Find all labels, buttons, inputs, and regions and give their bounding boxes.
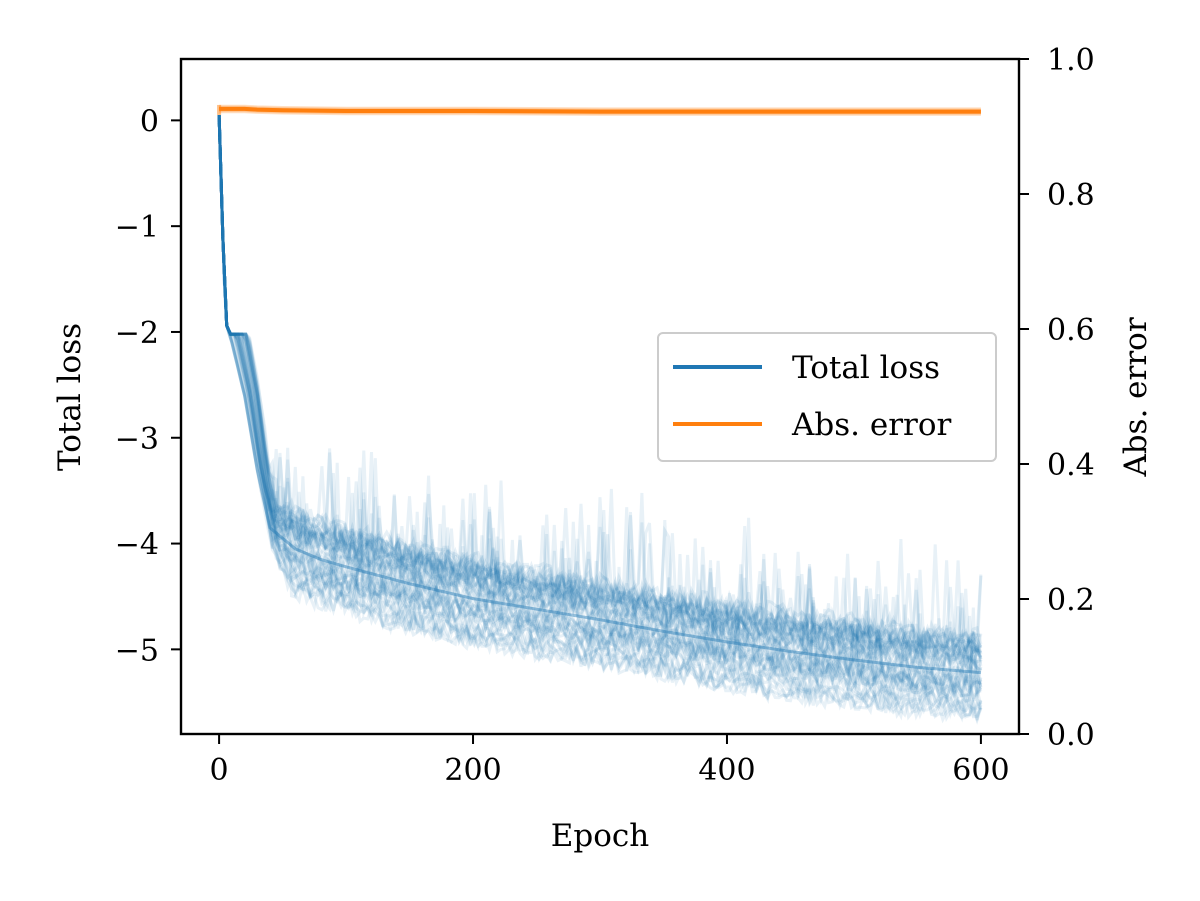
x-axis-label: Epoch bbox=[551, 818, 649, 854]
abs-error-line bbox=[219, 106, 981, 114]
loss-run-line bbox=[217, 115, 983, 719]
right-y-tick-label: 0.0 bbox=[1047, 718, 1095, 753]
loss-run-line bbox=[217, 115, 983, 658]
loss-run-line bbox=[217, 115, 983, 653]
axes bbox=[179, 57, 1021, 736]
total-loss-line bbox=[217, 115, 982, 675]
left-y-tick-label: −5 bbox=[115, 633, 159, 668]
x-tick-label: 600 bbox=[952, 753, 1009, 788]
right-y-tick-label: 0.2 bbox=[1047, 583, 1095, 618]
loss-run-line bbox=[217, 115, 983, 691]
x-tick-label: 200 bbox=[444, 753, 501, 788]
right-y-tick-label: 0.4 bbox=[1047, 448, 1095, 483]
x-tick-label: 0 bbox=[210, 753, 229, 788]
loss-run-line bbox=[217, 115, 982, 669]
loss-run-line bbox=[217, 115, 983, 700]
left-y-axis: 0 −1 −2 −3 −4 −5 bbox=[115, 104, 181, 668]
loss-run-line bbox=[217, 115, 983, 685]
loss-run-line bbox=[217, 115, 983, 659]
right-y-axis: 0.0 0.2 0.4 0.6 0.8 1.0 bbox=[1019, 43, 1095, 753]
plot-area bbox=[217, 104, 983, 725]
right-y-tick-label: 0.6 bbox=[1047, 313, 1095, 348]
loss-run-line bbox=[217, 115, 982, 699]
loss-run-line bbox=[217, 115, 982, 691]
loss-run-line bbox=[217, 115, 982, 656]
left-y-tick-label: −2 bbox=[115, 316, 159, 351]
loss-run-line bbox=[217, 115, 983, 725]
loss-run-line bbox=[217, 115, 982, 678]
x-tick-label: 400 bbox=[698, 753, 755, 788]
loss-run-line bbox=[217, 115, 983, 724]
loss-run-line bbox=[217, 115, 983, 654]
legend: Total loss Abs. error bbox=[657, 332, 997, 462]
loss-run-line bbox=[217, 115, 983, 666]
loss-run-line bbox=[217, 115, 983, 713]
legend-label-total-loss: Total loss bbox=[792, 350, 940, 386]
loss-run-line bbox=[217, 115, 983, 675]
loss-run-line bbox=[217, 115, 983, 703]
loss-run-line bbox=[217, 115, 983, 720]
loss-run-line bbox=[217, 115, 982, 676]
left-y-tick-label: 0 bbox=[140, 104, 159, 139]
loss-run-line bbox=[217, 115, 983, 695]
abs-error-run-line bbox=[219, 110, 981, 116]
loss-run-line bbox=[217, 115, 983, 669]
loss-run-line bbox=[217, 115, 983, 697]
loss-run-line bbox=[217, 115, 983, 702]
loss-run-line bbox=[217, 115, 983, 702]
right-y-tick-label: 0.8 bbox=[1047, 178, 1095, 213]
loss-run-line bbox=[217, 115, 982, 657]
loss-run-line bbox=[217, 115, 983, 664]
loss-run-line bbox=[217, 115, 983, 715]
loss-run-line bbox=[217, 115, 983, 700]
loss-run-line bbox=[217, 115, 983, 695]
loss-run-line bbox=[217, 115, 983, 667]
left-y-axis-label: Total loss bbox=[52, 323, 88, 471]
loss-run-line bbox=[217, 115, 983, 720]
loss-run-line bbox=[217, 115, 983, 650]
loss-run-line bbox=[217, 115, 983, 669]
loss-run-line bbox=[217, 115, 983, 660]
loss-run-line bbox=[217, 115, 983, 653]
loss-run-line bbox=[217, 115, 983, 674]
loss-run-line bbox=[217, 115, 982, 707]
loss-run-line bbox=[217, 115, 983, 662]
left-y-tick-label: −4 bbox=[115, 528, 159, 563]
x-axis: 0 200 400 600 bbox=[210, 734, 1010, 788]
right-y-axis-label: Abs. error bbox=[1118, 317, 1154, 477]
legend-label-abs-error: Abs. error bbox=[791, 407, 951, 443]
loss-run-line bbox=[217, 115, 983, 691]
right-y-tick-label: 1.0 bbox=[1047, 43, 1095, 78]
loss-run-line bbox=[217, 115, 983, 721]
loss-run-line bbox=[217, 115, 983, 656]
plot-frame bbox=[179, 57, 1021, 736]
loss-run-line bbox=[217, 115, 983, 656]
left-y-tick-label: −3 bbox=[115, 422, 159, 457]
loss-run-line bbox=[217, 115, 983, 656]
left-y-tick-label: −1 bbox=[115, 210, 159, 245]
loss-run-line bbox=[217, 115, 982, 680]
abs-error-run-line bbox=[219, 104, 981, 111]
loss-run-line bbox=[217, 115, 982, 693]
loss-run-line bbox=[217, 115, 982, 667]
loss-run-line bbox=[217, 115, 983, 659]
loss-run-line bbox=[217, 115, 982, 673]
